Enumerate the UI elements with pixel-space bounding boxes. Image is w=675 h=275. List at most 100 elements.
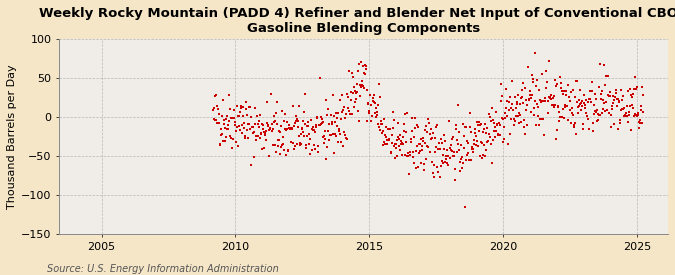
Point xyxy=(502,114,512,118)
Point xyxy=(208,117,219,121)
Point xyxy=(571,79,582,84)
Point xyxy=(537,99,548,103)
Point xyxy=(416,148,427,152)
Point xyxy=(248,130,259,134)
Point xyxy=(408,155,418,159)
Point xyxy=(599,83,610,87)
Point xyxy=(290,119,301,124)
Point xyxy=(429,175,439,179)
Point xyxy=(227,137,238,142)
Point xyxy=(608,122,619,126)
Point xyxy=(570,78,581,83)
Point xyxy=(487,138,498,142)
Point xyxy=(264,153,275,158)
Point xyxy=(263,124,273,128)
Point xyxy=(620,113,630,118)
Point xyxy=(286,127,297,131)
Point xyxy=(522,123,533,127)
Point xyxy=(624,104,635,109)
Point xyxy=(261,138,271,142)
Point xyxy=(383,127,394,131)
Point xyxy=(215,126,226,131)
Point xyxy=(568,113,578,117)
Point xyxy=(498,139,509,144)
Point xyxy=(371,115,381,120)
Point xyxy=(571,132,582,137)
Point xyxy=(451,123,462,127)
Point xyxy=(234,128,245,133)
Point xyxy=(591,97,601,101)
Point xyxy=(296,142,306,146)
Point xyxy=(486,106,497,111)
Point xyxy=(436,136,447,141)
Point xyxy=(470,134,481,138)
Point xyxy=(501,106,512,111)
Point xyxy=(232,125,242,130)
Point xyxy=(348,105,359,109)
Point xyxy=(240,107,251,112)
Point xyxy=(212,107,223,111)
Point xyxy=(246,125,257,130)
Point xyxy=(387,126,398,130)
Point xyxy=(439,133,450,137)
Point xyxy=(511,114,522,118)
Point xyxy=(320,129,331,134)
Point xyxy=(335,98,346,102)
Point xyxy=(579,101,590,105)
Point xyxy=(517,88,528,92)
Point xyxy=(269,119,280,123)
Point xyxy=(437,153,448,158)
Point xyxy=(623,109,634,114)
Point xyxy=(368,99,379,104)
Point xyxy=(221,135,232,139)
Point xyxy=(475,123,486,127)
Point xyxy=(329,151,340,155)
Point xyxy=(541,86,551,90)
Point xyxy=(595,92,606,97)
Point xyxy=(340,112,351,116)
Point xyxy=(587,89,597,93)
Point xyxy=(513,114,524,119)
Point xyxy=(632,113,643,117)
Point xyxy=(336,110,347,114)
Point xyxy=(634,120,645,124)
Point xyxy=(338,144,349,148)
Point xyxy=(625,92,636,97)
Point xyxy=(250,134,261,138)
Point xyxy=(327,132,338,136)
Point xyxy=(419,167,430,172)
Point xyxy=(214,111,225,116)
Point xyxy=(270,111,281,115)
Point xyxy=(573,97,584,102)
Point xyxy=(363,102,374,107)
Point xyxy=(298,130,308,134)
Point xyxy=(475,154,485,158)
Point xyxy=(445,156,456,160)
Point xyxy=(452,138,462,142)
Point xyxy=(580,106,591,110)
Point xyxy=(516,95,527,99)
Point xyxy=(302,123,313,128)
Point xyxy=(310,146,321,151)
Point xyxy=(456,166,467,170)
Point xyxy=(484,134,495,139)
Point xyxy=(578,122,589,126)
Point xyxy=(259,132,270,137)
Point xyxy=(574,87,585,92)
Point xyxy=(250,138,261,142)
Point xyxy=(416,161,427,165)
Point xyxy=(265,127,275,131)
Point xyxy=(286,140,296,144)
Point xyxy=(542,99,553,103)
Point xyxy=(433,141,444,145)
Point xyxy=(387,109,398,114)
Point xyxy=(391,146,402,150)
Point xyxy=(332,110,343,115)
Point xyxy=(276,143,287,148)
Point xyxy=(605,125,616,130)
Point xyxy=(489,135,500,139)
Point xyxy=(396,139,406,143)
Point xyxy=(583,117,593,121)
Point xyxy=(325,113,336,117)
Point xyxy=(292,117,302,121)
